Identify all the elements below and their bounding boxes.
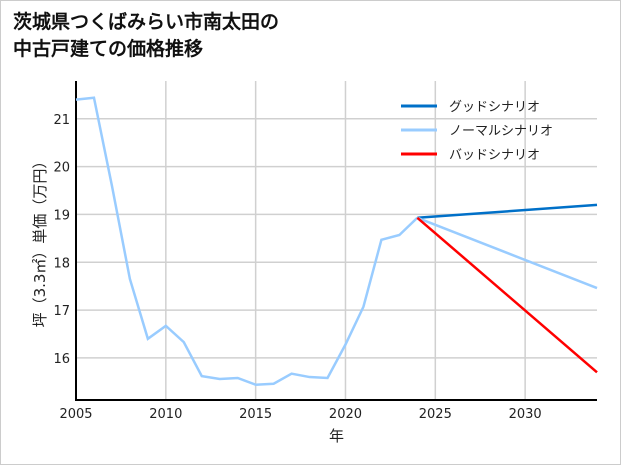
legend-label-2: バッドシナリオ bbox=[449, 148, 540, 163]
x-tick-label: 2020 bbox=[329, 407, 362, 422]
y-tick-label: 17 bbox=[53, 304, 70, 319]
scenario-line-1 bbox=[416, 216, 598, 290]
legend-label-1: ノーマルシナリオ bbox=[449, 124, 553, 139]
title-line-2: 中古戸建ての価格推移 bbox=[13, 38, 204, 60]
x-tick-label: 2005 bbox=[59, 407, 92, 422]
y-axis-label: 坪（3.3㎡）単価（万円） bbox=[31, 154, 49, 328]
scenario-line-0 bbox=[417, 203, 598, 220]
x-tick-label: 2025 bbox=[419, 407, 452, 422]
x-tick-label: 2030 bbox=[509, 407, 542, 422]
y-tick-label: 16 bbox=[53, 352, 70, 367]
y-tick-label: 21 bbox=[53, 113, 70, 128]
x-tick-label: 2010 bbox=[149, 407, 182, 422]
y-tick-label: 19 bbox=[53, 208, 70, 223]
history-line bbox=[75, 96, 419, 386]
chart-title: 茨城県つくばみらい市南太田の 中古戸建ての価格推移 bbox=[13, 9, 279, 63]
legend-label-0: グッドシナリオ bbox=[449, 100, 540, 115]
scenario-line-2 bbox=[416, 216, 598, 374]
title-line-1: 茨城県つくばみらい市南太田の bbox=[13, 11, 280, 33]
y-tick-label: 20 bbox=[53, 161, 70, 176]
x-tick-label: 2015 bbox=[239, 407, 272, 422]
y-tick-label: 18 bbox=[53, 256, 70, 271]
x-axis-label: 年 bbox=[329, 427, 344, 445]
